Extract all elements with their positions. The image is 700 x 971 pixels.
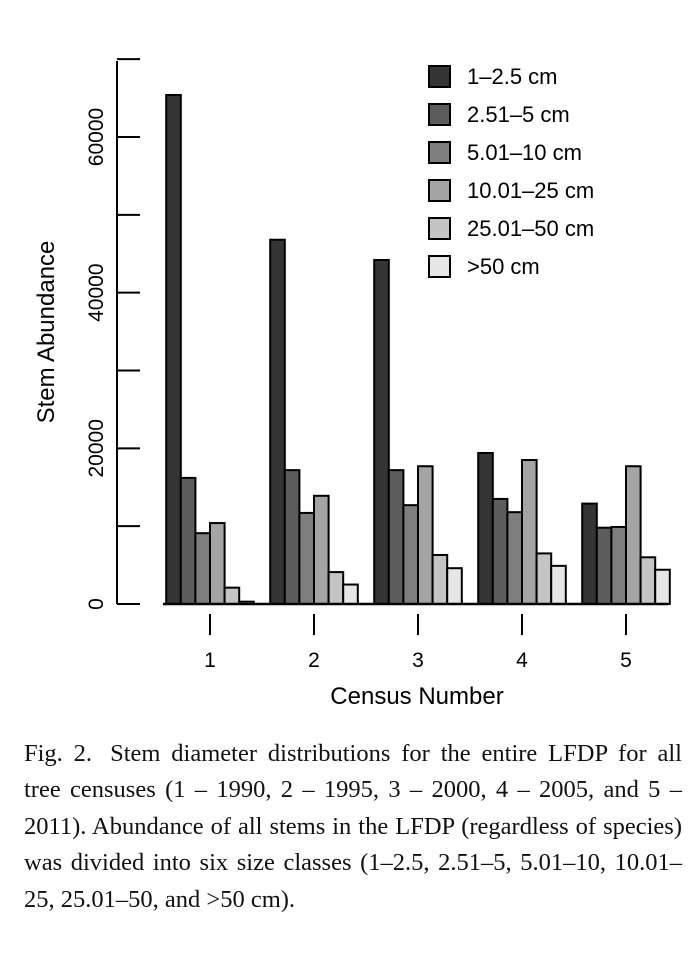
bar-census1-series3: [194, 532, 211, 605]
legend-label-1: 1–2.5 cm: [467, 64, 558, 89]
bar-census2-series5: [327, 571, 345, 606]
y-axis-label: Stem Abundance: [33, 241, 60, 424]
bar-census5-series5: [639, 556, 657, 605]
bar-census1-series2: [179, 476, 197, 605]
x-axis-label: Census Number: [330, 683, 503, 710]
legend-label-5: 25.01–50 cm: [467, 216, 594, 241]
bar-census3-series2: [387, 469, 405, 605]
x-tick-label: 2: [308, 649, 320, 672]
legend-swatch-2: [428, 103, 451, 126]
bar-census4-series4: [521, 459, 538, 606]
y-tick-label: 40000: [85, 263, 108, 321]
legend-label-6: >50 cm: [467, 254, 540, 279]
legend-swatch-6: [428, 255, 451, 278]
y-tick-label: 60000: [85, 108, 108, 166]
legend-swatch-3: [428, 141, 451, 164]
bar-census3-series4: [417, 465, 434, 605]
x-tick-label: 4: [516, 649, 528, 672]
bar-census5-series3: [610, 525, 628, 606]
bar-census3-series3: [402, 504, 419, 605]
bar-census4-series1: [477, 452, 494, 605]
caption-text: Stem diameter distributions for the enti…: [24, 740, 682, 913]
bar-census2-series6: [342, 583, 359, 605]
legend-swatch-4: [428, 179, 451, 202]
bar-census2-series2: [283, 469, 301, 605]
bar-census3-series1: [373, 258, 390, 605]
bar-census5-series6: [654, 568, 671, 605]
bar-census3-series6: [446, 567, 463, 606]
x-tick-label: 3: [412, 649, 424, 672]
legend-label-4: 10.01–25 cm: [467, 178, 594, 203]
stem-diameter-bar-chart: 0 20000 40000 60000 1 2 3 4 5 1–2.5 cm 2.51–5 cm…: [33, 58, 671, 710]
bar-census4-series2: [491, 497, 509, 605]
bar-census2-series3: [298, 511, 315, 605]
bar-census5-series2: [595, 526, 613, 605]
x-axis: 1 2 3 4 5: [204, 614, 632, 672]
legend-swatch-1: [428, 65, 451, 88]
bar-census5-series4: [625, 465, 642, 605]
bar-census5-series1: [581, 502, 598, 606]
x-tick-label: 1: [204, 649, 216, 672]
legend-swatch-5: [428, 217, 451, 240]
bar-census1-series4: [209, 522, 226, 605]
bar-census2-series1: [269, 238, 286, 606]
y-tick-label: 0: [85, 598, 108, 610]
x-tick-label: 5: [620, 649, 632, 672]
y-tick-label: 20000: [85, 419, 108, 477]
bar-census4-series5: [535, 552, 553, 605]
bars-group: [163, 93, 671, 606]
bar-census1-series1: [165, 93, 182, 605]
bar-census4-series3: [506, 511, 523, 605]
bar-census4-series6: [550, 564, 567, 605]
bar-census1-series5: [223, 586, 241, 606]
caption-label: Fig. 2.: [24, 740, 93, 767]
bar-census2-series4: [313, 494, 330, 605]
y-axis: 0 20000 40000 60000: [85, 58, 140, 610]
legend-label-2: 2.51–5 cm: [467, 102, 570, 127]
legend: 1–2.5 cm 2.51–5 cm 5.01–10 cm 10.01–25 cm 25…: [428, 64, 594, 279]
figure-caption: Fig. 2. Stem diameter distributions for t…: [24, 736, 682, 918]
legend-label-3: 5.01–10 cm: [467, 140, 582, 165]
bar-census3-series5: [431, 553, 449, 605]
